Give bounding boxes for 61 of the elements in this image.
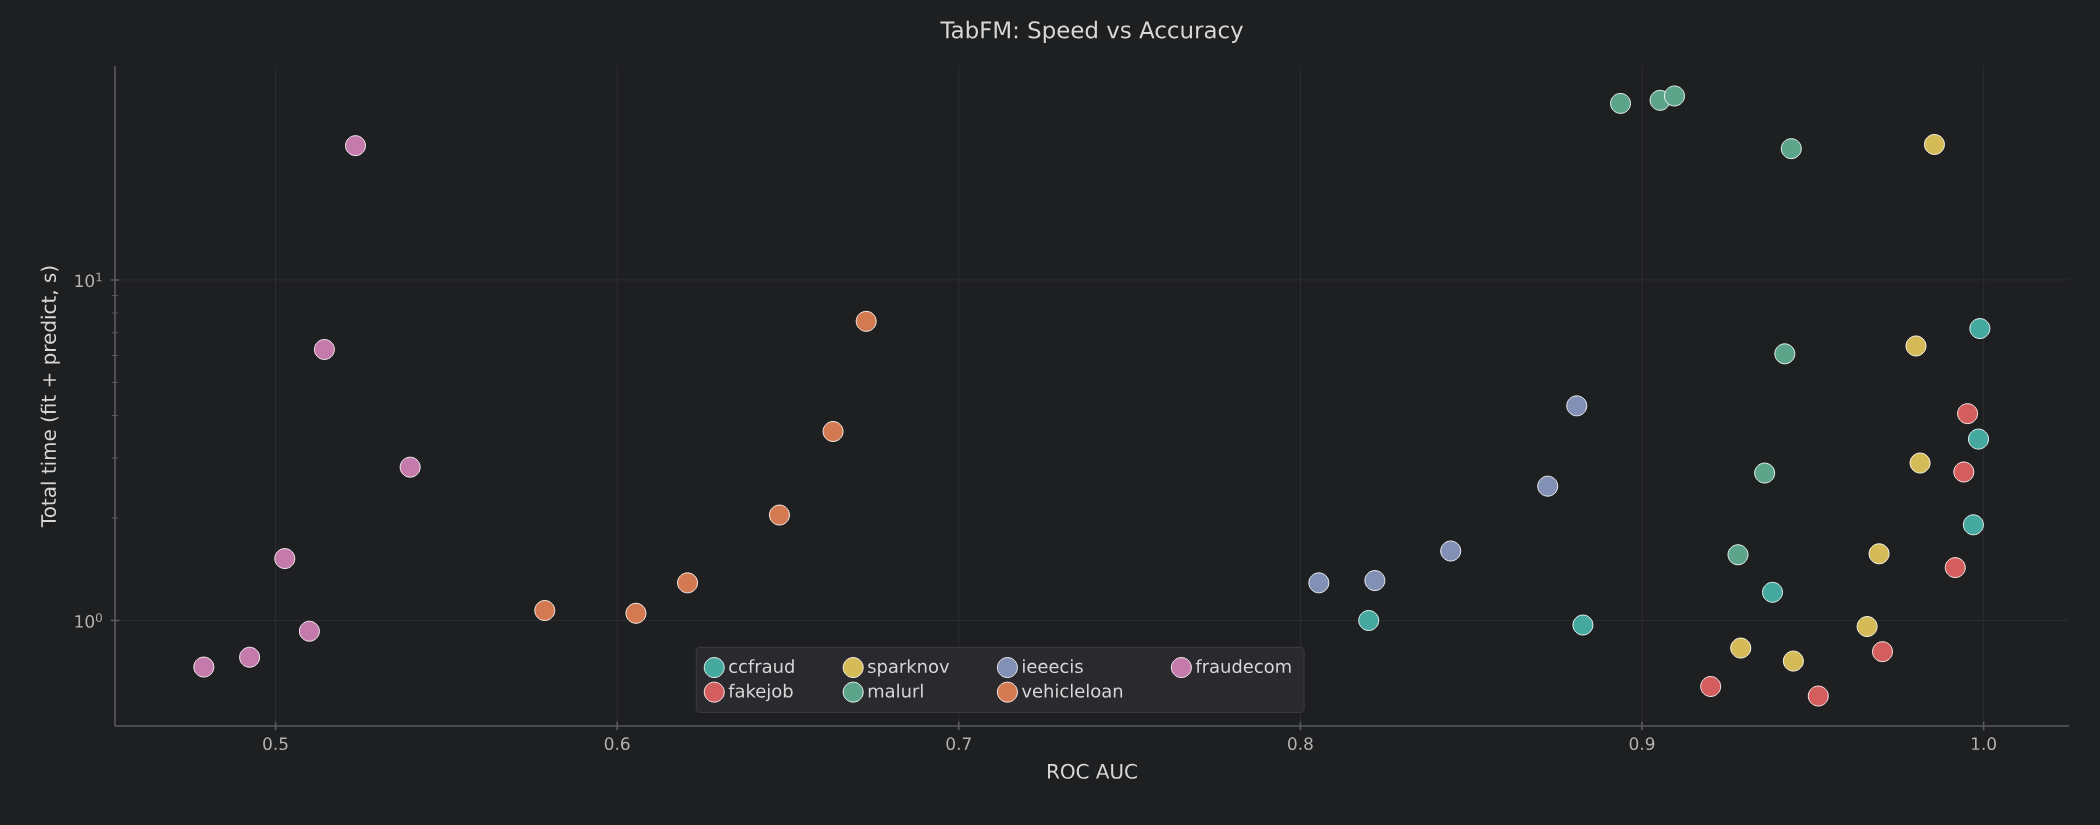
point [1308,572,1330,594]
legend-label: vehicleloan [1021,683,1123,698]
x-tick-label: 0.7 [946,737,971,751]
point [1537,475,1559,497]
point [1872,641,1894,663]
point [1730,637,1752,659]
point [677,572,699,594]
point [344,135,366,157]
point [768,504,790,526]
point [1909,452,1931,474]
point [399,456,421,478]
point [1663,85,1685,107]
point [1754,462,1776,484]
point [1807,685,1829,707]
point [313,338,335,360]
legend-label: ieeecis [1023,659,1083,674]
y-tick-label: 10$^{1}$ [75,272,102,288]
point [1962,514,1984,536]
point [1440,540,1462,562]
point [1944,557,1966,579]
point [1782,650,1804,672]
point [1856,616,1878,638]
point [1572,614,1594,636]
legend-label: fraudecom [1195,659,1291,674]
y-tick-label: 10$^{0}$ [75,613,102,628]
point [1609,92,1631,114]
point [855,310,877,332]
point [193,656,215,678]
point [239,646,261,668]
point [1905,335,1927,357]
x-tick-label: 0.9 [1629,737,1655,751]
point [822,420,844,442]
point [1957,403,1979,425]
point [534,599,556,621]
legend-label: ccfraud [729,659,794,674]
point [625,602,647,624]
point [1566,395,1588,417]
point [1923,133,1945,155]
point [1969,318,1991,340]
point [1868,543,1890,565]
y-axis-title: Total time (fit + predict, s) [40,266,60,528]
x-tick-label: 1.0 [1972,737,1996,751]
legend-label: sparknov [868,659,950,677]
point [1762,581,1784,603]
chart-title: TabFM: Speed vs Accuracy [940,20,1244,43]
x-axis-title: ROC AUC [1048,763,1137,779]
x-tick-label: 0.6 [604,737,630,751]
point [1780,138,1802,160]
legend-label: malurl [868,683,923,698]
x-tick-label: 0.8 [1288,737,1313,751]
x-tick-label: 0.5 [263,737,288,751]
point [274,548,296,570]
point [1774,343,1796,365]
point [1953,461,1975,483]
point [1358,610,1380,631]
point [1727,544,1749,566]
point [1364,570,1386,592]
point [1968,428,1989,450]
point [1700,676,1722,698]
point [298,620,320,642]
legend-label: fakejob [728,683,793,702]
